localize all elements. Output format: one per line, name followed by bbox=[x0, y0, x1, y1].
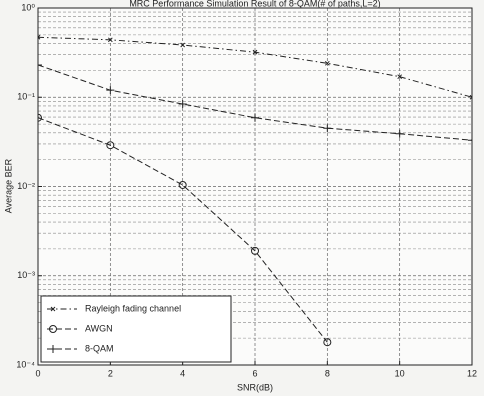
marker bbox=[323, 124, 332, 133]
x-tick-label: 8 bbox=[325, 368, 330, 378]
marker bbox=[395, 129, 404, 138]
marker bbox=[38, 113, 42, 122]
legend-marker bbox=[50, 306, 56, 312]
y-tick-label: 10⁻² bbox=[17, 181, 35, 191]
chart-title: MRC Performance Simulation Result of 8-Q… bbox=[129, 0, 380, 8]
x-tick-label: 10 bbox=[395, 368, 405, 378]
marker bbox=[38, 60, 42, 69]
marker bbox=[107, 37, 113, 43]
marker bbox=[252, 49, 258, 55]
legend-box bbox=[40, 295, 232, 363]
y-tick-label: 10⁻⁴ bbox=[16, 359, 35, 369]
legend-marker bbox=[49, 325, 57, 333]
x-tick-label: 6 bbox=[252, 368, 257, 378]
series-layer bbox=[38, 34, 472, 347]
y-tick-label: 10⁻¹ bbox=[17, 92, 35, 102]
marker bbox=[251, 246, 259, 255]
x-tick-label: 12 bbox=[467, 368, 477, 378]
marker bbox=[469, 94, 472, 100]
legend-label: Rayleigh fading channel bbox=[85, 303, 181, 313]
plot-frame bbox=[37, 7, 473, 366]
x-tick-label: 0 bbox=[35, 368, 40, 378]
y-tick-label: 10⁻³ bbox=[17, 270, 35, 280]
marker bbox=[106, 141, 115, 150]
x-axis-label: SNR(dB) bbox=[237, 382, 273, 392]
marker bbox=[251, 113, 259, 122]
legend-label: 8-QAM bbox=[85, 343, 114, 353]
marker bbox=[468, 136, 472, 145]
marker bbox=[180, 42, 186, 48]
marker bbox=[178, 180, 187, 189]
marker bbox=[178, 100, 187, 109]
x-tick-label: 2 bbox=[108, 368, 113, 378]
marker bbox=[106, 86, 115, 95]
marker bbox=[397, 74, 403, 80]
marker bbox=[38, 34, 41, 40]
legend-marker bbox=[49, 345, 57, 353]
legend-label: AWGN bbox=[85, 323, 113, 333]
y-tick-label: 10⁰ bbox=[21, 2, 35, 12]
x-tick-label: 4 bbox=[180, 368, 185, 378]
marker bbox=[324, 60, 330, 66]
y-axis-label: Average BER bbox=[3, 158, 13, 213]
marker bbox=[323, 338, 332, 347]
